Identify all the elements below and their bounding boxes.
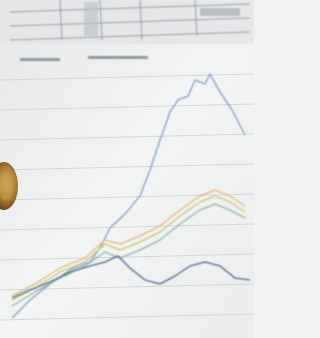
page <box>0 0 254 338</box>
photo <box>0 0 254 338</box>
